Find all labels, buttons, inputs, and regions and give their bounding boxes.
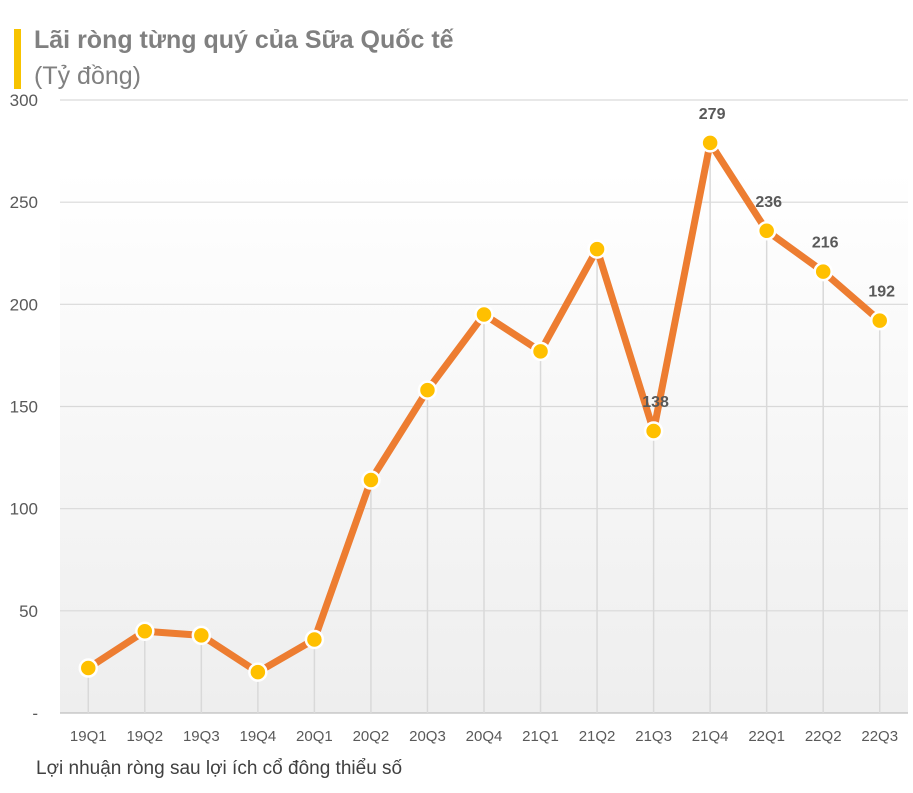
data-point bbox=[643, 421, 664, 441]
data-point bbox=[417, 380, 438, 400]
y-tick-label: 300 bbox=[10, 91, 38, 110]
x-tick-label: 22Q1 bbox=[748, 728, 785, 745]
data-point bbox=[474, 304, 494, 325]
data-label: 236 bbox=[755, 194, 782, 211]
title-accent-bar bbox=[14, 29, 21, 89]
data-point bbox=[587, 239, 607, 259]
x-tick-label: 22Q3 bbox=[861, 728, 898, 745]
data-point bbox=[361, 470, 381, 490]
x-tick-label: 19Q1 bbox=[70, 728, 107, 745]
x-tick-label: 20Q3 bbox=[409, 728, 446, 745]
data-point bbox=[135, 621, 155, 642]
x-tick-label: 20Q1 bbox=[296, 728, 333, 745]
data-point bbox=[248, 662, 268, 682]
x-tick-label: 20Q4 bbox=[466, 728, 503, 745]
data-point bbox=[813, 261, 833, 282]
x-tick-label: 19Q3 bbox=[183, 728, 220, 745]
data-point bbox=[191, 625, 212, 646]
y-tick-label: 250 bbox=[10, 193, 38, 212]
data-label: 192 bbox=[868, 284, 895, 301]
data-label: 279 bbox=[699, 106, 726, 123]
x-tick-label: 21Q1 bbox=[522, 728, 559, 745]
y-tick-label: 200 bbox=[10, 295, 38, 314]
x-tick-label: 19Q2 bbox=[126, 728, 163, 745]
data-label: 138 bbox=[642, 394, 669, 411]
data-point bbox=[700, 133, 720, 153]
y-tick-label: 150 bbox=[10, 398, 38, 417]
x-tick-label: 21Q4 bbox=[692, 728, 729, 745]
y-tick-label: 50 bbox=[19, 602, 38, 621]
chart-title: Lãi ròng từng quý của Sữa Quốc tế bbox=[34, 26, 454, 54]
x-tick-label: 22Q2 bbox=[805, 728, 842, 745]
chart-footnote: Lợi nhuận ròng sau lợi ích cổ đông thiểu… bbox=[36, 758, 403, 779]
chart-subtitle: (Tỷ đồng) bbox=[34, 62, 141, 90]
y-tick-label: 100 bbox=[10, 500, 38, 519]
x-tick-label: 20Q2 bbox=[353, 728, 390, 745]
x-tick-label: 21Q2 bbox=[579, 728, 616, 745]
x-tick-label: 19Q4 bbox=[240, 728, 277, 745]
data-point bbox=[869, 310, 890, 331]
data-point bbox=[756, 221, 777, 241]
data-point bbox=[304, 629, 325, 650]
data-point bbox=[530, 341, 551, 362]
y-tick-label: - bbox=[32, 704, 38, 723]
x-tick-label: 21Q3 bbox=[635, 728, 672, 745]
data-label: 216 bbox=[812, 235, 839, 252]
data-point bbox=[78, 658, 99, 678]
